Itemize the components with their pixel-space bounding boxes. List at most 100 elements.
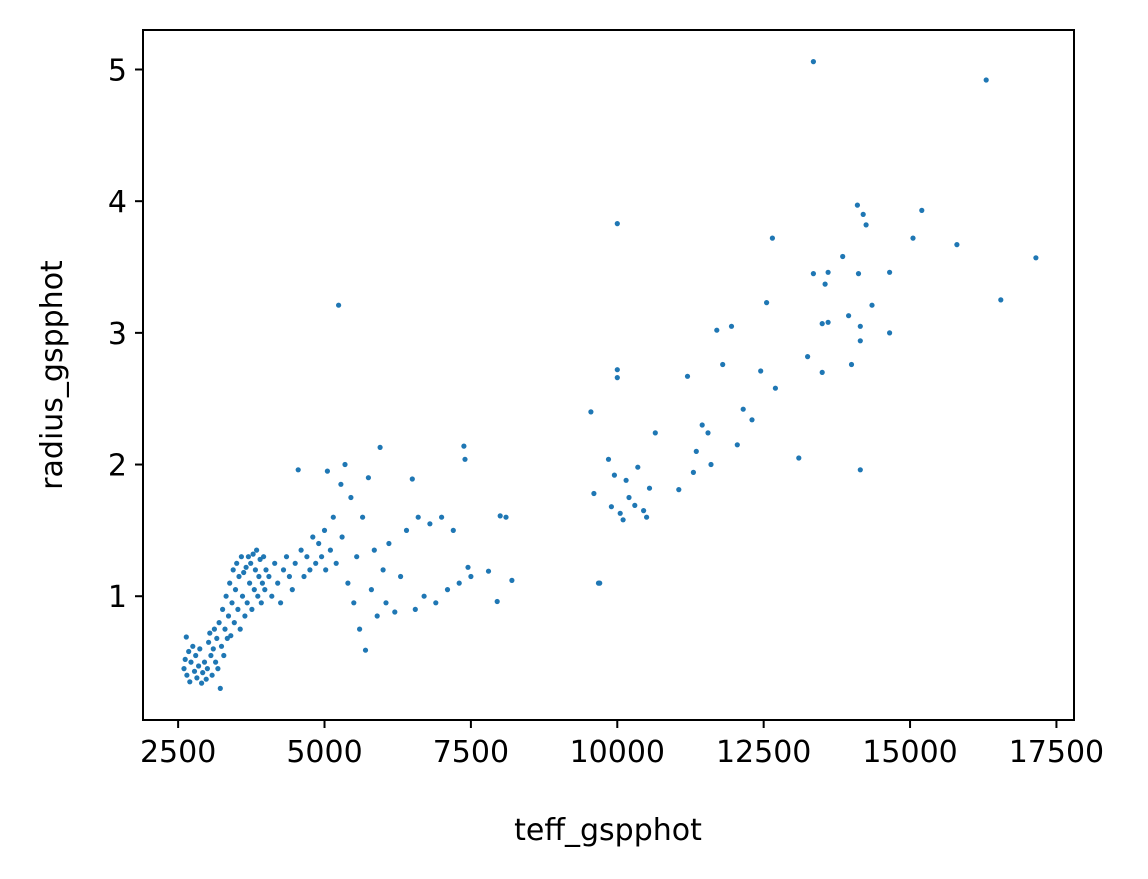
data-point [203,676,209,682]
data-point [632,502,638,508]
data-point [819,369,825,375]
data-point [398,573,404,580]
data-point [720,361,726,368]
y-axis-label: radius_gspphot [35,260,70,490]
data-point [796,455,802,461]
data-point [597,580,603,586]
data-point [734,442,740,448]
x-tick-label: 12500 [716,735,811,770]
data-point [857,323,863,329]
data-point [409,476,415,482]
x-tick-label: 17500 [1009,735,1104,770]
x-axis-label: teff_gspphot [514,813,702,848]
data-point [183,634,189,640]
data-point [259,580,265,586]
data-point [249,606,255,613]
data-point [857,467,863,473]
data-point [275,580,281,586]
data-point [444,587,451,593]
data-point [209,672,215,678]
data-point [213,659,219,665]
data-point [635,464,641,470]
x-axis: 2500 5000 7500 10000 12500 15000 17500 [140,720,1104,770]
data-point [822,281,828,287]
data-point [230,567,236,573]
data-point [330,514,336,520]
data-point [327,547,333,553]
data-point [919,207,925,213]
data-point [825,319,831,325]
data-point [310,534,316,540]
x-tick-label: 15000 [862,735,957,770]
data-point [403,527,410,534]
data-point [439,514,445,520]
data-point [456,580,462,586]
data-point [188,659,194,665]
data-point [199,680,205,686]
data-point [298,547,304,553]
data-point [200,670,206,676]
data-point [232,587,239,593]
data-point [591,490,597,497]
data-point [693,448,699,454]
data-point [433,600,439,606]
data-point [324,468,330,474]
data-point [207,630,213,636]
data-point [244,600,250,606]
data-point [248,560,254,566]
data-points [181,59,1039,692]
data-point [193,652,199,659]
data-point [860,211,866,217]
data-point [819,321,825,327]
data-point [863,222,869,228]
data-point [848,361,855,368]
data-point [342,461,348,468]
data-point [333,560,339,566]
data-point [728,323,735,329]
data-point [201,659,208,665]
data-point [250,551,256,557]
data-point [222,626,228,632]
data-point [769,235,776,241]
data-point [699,422,705,428]
data-point [252,567,258,573]
data-point [910,235,916,241]
data-point [360,514,366,520]
data-point [289,587,295,593]
data-point [362,647,369,653]
data-point [676,487,682,493]
data-point [641,508,647,514]
data-point [227,580,233,586]
data-point [242,613,248,619]
data-point [243,564,249,570]
data-point [386,540,392,547]
data-point [646,485,653,491]
data-point [272,560,278,566]
data-point [251,587,257,593]
data-point [503,514,509,520]
y-tick-label: 3 [108,317,127,352]
data-point [295,467,301,473]
data-point [191,668,198,674]
data-point [772,385,779,391]
data-point [263,567,269,573]
y-tick-label: 1 [108,580,127,615]
data-point [258,600,264,606]
data-point [225,613,232,619]
data-point [321,527,328,534]
data-point [217,685,223,692]
data-point [269,593,275,599]
data-point [292,560,298,566]
data-point [620,517,626,523]
data-point [280,567,287,573]
data-point [614,367,620,373]
data-point [348,494,354,501]
data-point [374,613,380,619]
data-point [869,302,875,308]
data-point [247,580,253,586]
data-point [626,494,632,501]
data-point [497,513,503,519]
y-axis: 1 2 3 4 5 [108,54,143,615]
data-point [255,593,261,599]
